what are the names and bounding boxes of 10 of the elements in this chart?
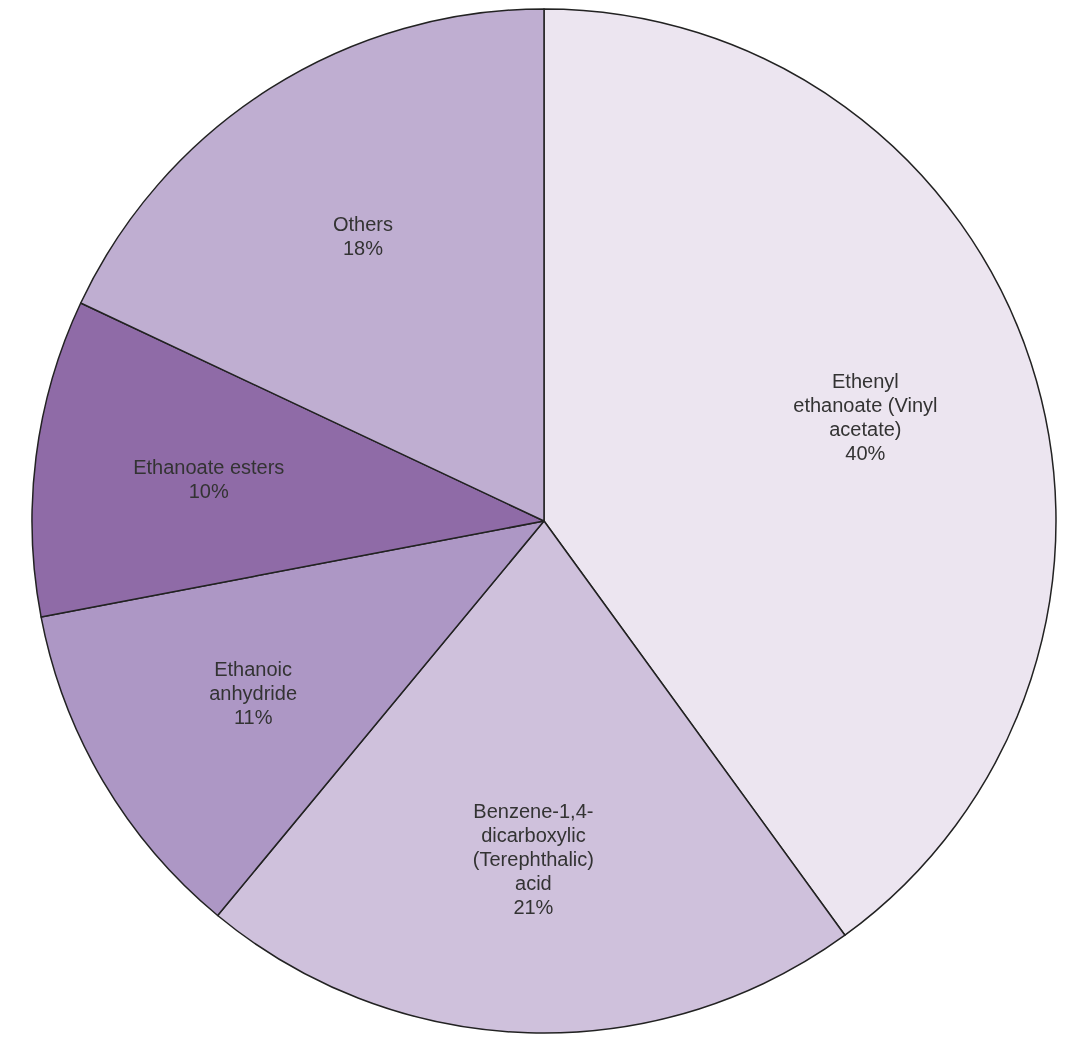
slice-label: Ethanoic anhydride: [209, 658, 298, 705]
slice-label: Ethanoate esters: [133, 455, 285, 478]
slice-label: Benzene-1,4-dicarboxylic (Terephthalic) acid: [472, 799, 594, 894]
data-label: 11%: [233, 706, 273, 729]
data-label: 18%: [342, 236, 384, 259]
data-label: 40%: [845, 441, 886, 464]
data-label: 10%: [188, 479, 229, 502]
data-label: 21%: [513, 895, 554, 918]
slice-label: Ethenyl ethanoate (Vinyl acetate): [793, 369, 938, 440]
slice-label: Others: [332, 212, 393, 235]
